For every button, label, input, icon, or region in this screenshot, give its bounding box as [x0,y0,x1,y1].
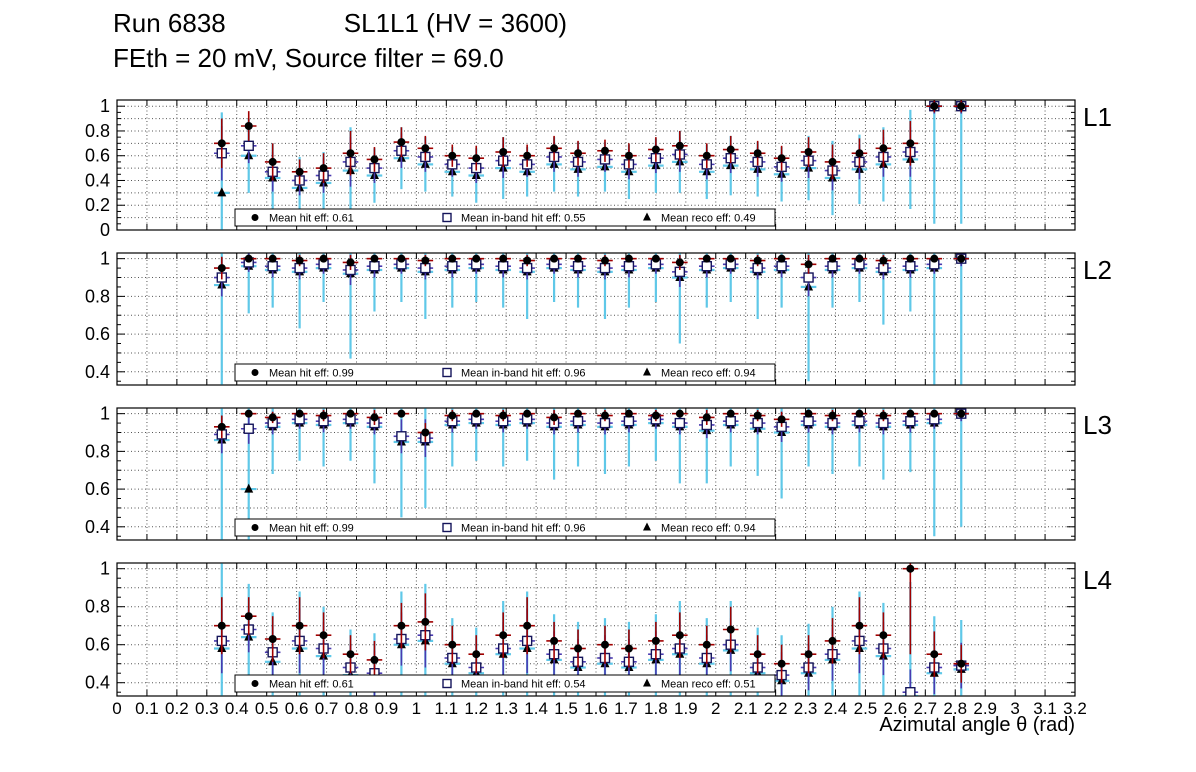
svg-text:1.2: 1.2 [464,699,488,718]
svg-text:1: 1 [100,249,110,269]
svg-text:Mean in-band hit eff: 0.96: Mean in-band hit eff: 0.96 [461,368,586,380]
svg-text:1: 1 [100,559,110,579]
svg-text:Mean reco eff: 0.51: Mean reco eff: 0.51 [661,679,756,691]
svg-text:2: 2 [711,699,720,718]
svg-text:Mean hit eff: 0.61: Mean hit eff: 0.61 [269,213,354,225]
svg-text:0.1: 0.1 [135,699,159,718]
svg-text:0: 0 [112,699,121,718]
title-line: Run 6838 SL1L1 (HV = 3600) [113,8,567,39]
panel-label-l2: L2 [1083,255,1112,285]
svg-text:0.4: 0.4 [225,699,249,718]
panel-label-l1: L1 [1083,102,1112,132]
svg-text:0.8: 0.8 [85,121,110,141]
svg-text:2.3: 2.3 [794,699,818,718]
svg-text:0.6: 0.6 [285,699,309,718]
panel-label-l4: L4 [1083,565,1112,595]
svg-text:0.6: 0.6 [85,324,110,344]
x-axis-title: Azimutal angle θ (rad) [879,714,1075,736]
svg-text:1.7: 1.7 [614,699,638,718]
svg-text:0.6: 0.6 [85,146,110,166]
svg-text:1: 1 [100,404,110,424]
svg-text:0.7: 0.7 [315,699,339,718]
svg-text:2.9: 2.9 [973,699,997,718]
svg-text:0.8: 0.8 [345,699,369,718]
svg-text:Mean in-band hit eff: 0.54: Mean in-band hit eff: 0.54 [461,679,586,691]
svg-text:0.4: 0.4 [85,673,110,693]
svg-text:1: 1 [412,699,421,718]
svg-text:0.8: 0.8 [85,441,110,461]
svg-text:1.1: 1.1 [434,699,458,718]
svg-text:0.8: 0.8 [85,597,110,617]
svg-text:3.1: 3.1 [1033,699,1057,718]
svg-text:1.6: 1.6 [584,699,608,718]
svg-text:Mean hit eff: 0.99: Mean hit eff: 0.99 [269,368,354,380]
settings-subtitle: FEth = 20 mV, Source filter = 69.0 [113,43,504,74]
svg-text:0.3: 0.3 [195,699,219,718]
svg-text:Mean in-band hit eff: 0.96: Mean in-band hit eff: 0.96 [461,523,586,535]
svg-text:0.2: 0.2 [85,195,110,215]
svg-text:1.8: 1.8 [644,699,668,718]
svg-text:Mean hit eff: 0.61: Mean hit eff: 0.61 [269,679,354,691]
svg-text:0.6: 0.6 [85,635,110,655]
svg-text:0.8: 0.8 [85,286,110,306]
svg-text:2.1: 2.1 [734,699,758,718]
svg-text:0.5: 0.5 [255,699,279,718]
svg-text:Mean in-band hit eff: 0.55: Mean in-band hit eff: 0.55 [461,213,586,225]
svg-text:Mean reco eff: 0.94: Mean reco eff: 0.94 [661,523,756,535]
svg-text:1.4: 1.4 [524,699,548,718]
svg-text:0.9: 0.9 [375,699,399,718]
svg-text:1.3: 1.3 [494,699,518,718]
svg-text:2.4: 2.4 [824,699,848,718]
svg-text:0.4: 0.4 [85,517,110,537]
chamber-title: SL1L1 (HV = 3600) [343,8,568,38]
svg-text:Mean reco eff: 0.49: Mean reco eff: 0.49 [661,213,756,225]
svg-text:2.7: 2.7 [913,699,937,718]
svg-text:2.6: 2.6 [884,699,908,718]
svg-text:3.2: 3.2 [1063,699,1087,718]
svg-text:0: 0 [100,220,110,240]
svg-text:Mean hit eff: 0.99: Mean hit eff: 0.99 [269,523,354,535]
svg-text:2.5: 2.5 [854,699,878,718]
svg-text:1: 1 [100,96,110,116]
svg-text:2.8: 2.8 [943,699,967,718]
svg-text:Mean reco eff: 0.94: Mean reco eff: 0.94 [661,368,756,380]
svg-text:0.2: 0.2 [165,699,189,718]
svg-text:2.2: 2.2 [764,699,788,718]
svg-text:0.4: 0.4 [85,362,110,382]
svg-text:3: 3 [1010,699,1019,718]
panel-label-l3: L3 [1083,410,1112,440]
run-title: Run 6838 [113,8,226,38]
svg-text:0.6: 0.6 [85,479,110,499]
svg-text:1.9: 1.9 [674,699,698,718]
plot-header: Run 6838 SL1L1 (HV = 3600) FEth = 20 mV, … [113,8,567,74]
svg-text:1.5: 1.5 [554,699,578,718]
svg-text:0.4: 0.4 [85,170,110,190]
